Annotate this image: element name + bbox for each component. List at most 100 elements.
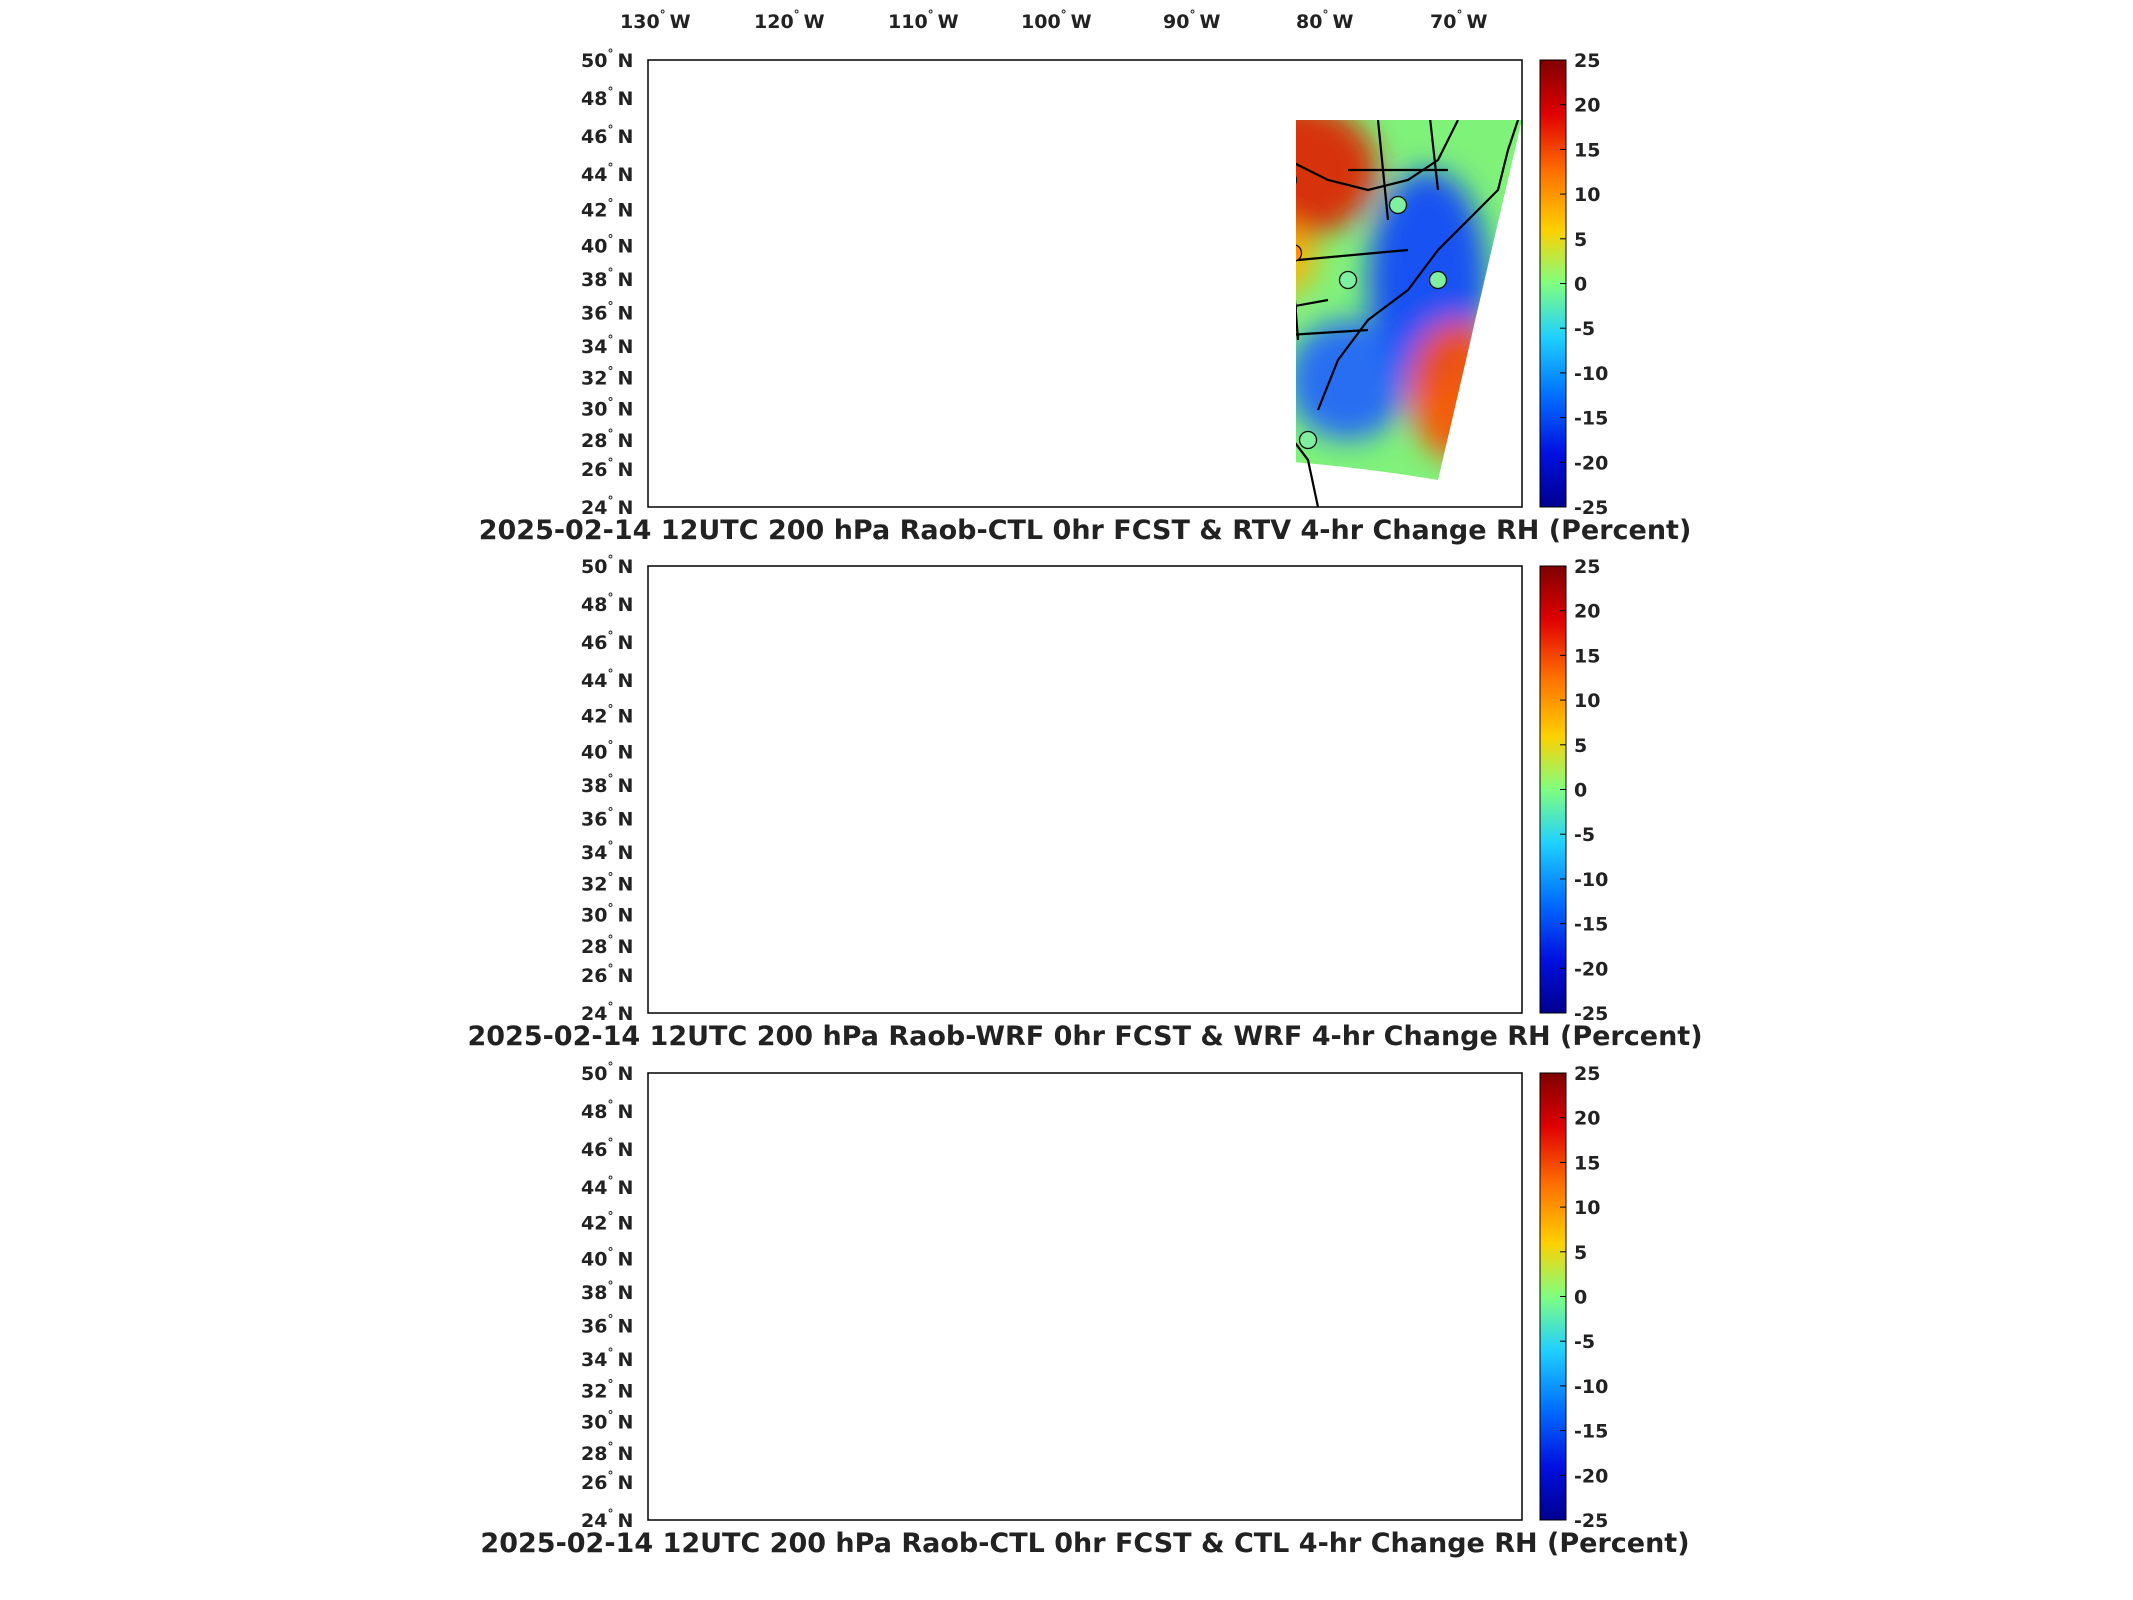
map-frame <box>647 1072 1523 1521</box>
raob-station-marker <box>1296 244 1303 262</box>
map-background <box>648 566 1522 1013</box>
colorbar-tick-label: -20 <box>1574 452 1608 474</box>
lat-label-30: 30° N <box>581 1409 633 1434</box>
lat-label-28: 28° N <box>581 933 633 958</box>
lat-label-34: 34° N <box>581 333 633 358</box>
colorbar-tick-label: 20 <box>1574 1108 1600 1130</box>
colorbar-tick-label: -5 <box>1574 824 1595 846</box>
lat-label-38: 38° N <box>581 1279 633 1304</box>
colorbar-tick-label: 5 <box>1574 735 1587 757</box>
lat-label-36: 36° N <box>581 300 633 325</box>
lat-label-44: 44° N <box>581 1174 633 1199</box>
lat-label-28: 28° N <box>581 1440 633 1465</box>
colorbar-tick-label: 0 <box>1574 274 1587 296</box>
lat-label-30: 30° N <box>581 902 633 927</box>
map-frame <box>647 59 1523 508</box>
longitude-labels: 130° W 120° W 110° W 100° W 90° W 80° W 70° W <box>620 8 1487 33</box>
colorbar-tick-label: -20 <box>1574 958 1608 980</box>
lon-label-80: 80° W <box>1296 8 1353 33</box>
colorbar-tick-label: -5 <box>1574 1331 1595 1353</box>
lon-label-90: 90° W <box>1163 8 1220 33</box>
lat-label-32: 32° N <box>581 870 633 895</box>
lat-label-46: 46° N <box>581 629 633 654</box>
raob-station-marker <box>1428 270 1448 290</box>
lat-label-26: 26° N <box>581 1469 633 1494</box>
colorbar-tick-label: -5 <box>1574 318 1595 340</box>
lat-label-46: 46° N <box>581 1136 633 1161</box>
lat-label-48: 48° N <box>581 85 633 110</box>
lat-label-32: 32° N <box>581 364 633 389</box>
lat-label-46: 46° N <box>581 123 633 148</box>
latitude-labels: 50° N 48° N 46° N 44° N 42° N 40° N 38° N 36° N 34° N 32° N… <box>581 1060 633 1532</box>
lat-label-34: 34° N <box>581 839 633 864</box>
lon-label-70: 70° W <box>1430 8 1487 33</box>
lat-label-50: 50° N <box>581 1060 633 1085</box>
lat-label-44: 44° N <box>581 667 633 692</box>
lat-label-30: 30° N <box>581 396 633 421</box>
colorbar-tick-label: 5 <box>1574 229 1587 251</box>
lon-label-120: 120° W <box>754 8 825 33</box>
colorbar-tick-label: 10 <box>1574 1197 1600 1219</box>
colorbar-tick-label: -15 <box>1574 914 1608 936</box>
colorbar-tick-label: 20 <box>1574 95 1600 117</box>
raob-station-marker <box>1338 270 1358 290</box>
panel-title: 2025-02-14 12UTC 200 hPa Raob-CTL 0hr FC… <box>480 1528 1689 1559</box>
colorbar-tick-label: 25 <box>1574 556 1600 578</box>
colorbar-tick-label: 25 <box>1574 1063 1600 1085</box>
lat-label-48: 48° N <box>581 591 633 616</box>
colorbar-tick-label: -25 <box>1574 497 1608 519</box>
panel-title: 2025-02-14 12UTC 200 hPa Raob-WRF 0hr FC… <box>467 1021 1702 1052</box>
lon-label-130: 130° W <box>620 8 691 33</box>
colorbar-tick-label: -10 <box>1574 1376 1608 1398</box>
lat-label-32: 32° N <box>581 1377 633 1402</box>
map-panel-1: 50° N 48° N 46° N 44° N 42° N 40° N 38° N 36° N 34° N 32° N… <box>479 47 1692 546</box>
state-borders <box>1296 120 1520 508</box>
map-background <box>648 1073 1522 1520</box>
colorbar: 25 20 15 10 5 0 -5 -10 -15 -20 -25 <box>1539 1063 1608 1532</box>
lat-label-40: 40° N <box>581 1246 633 1271</box>
lat-label-28: 28° N <box>581 427 633 452</box>
lon-label-100: 100° W <box>1021 8 1092 33</box>
colorbar-tick-label: -15 <box>1574 408 1608 430</box>
colorbar-tick-label: 25 <box>1574 50 1600 72</box>
lat-label-24: 24° N <box>581 1000 633 1025</box>
map-panel-2: 50° N 48° N 46° N 44° N 42° N 40° N 38° N 36° N 34° N 32° N… <box>467 553 1702 1052</box>
colorbar-tick-label: 20 <box>1574 601 1600 623</box>
lat-label-40: 40° N <box>581 739 633 764</box>
lat-label-44: 44° N <box>581 161 633 186</box>
colorbar-tick-label: 15 <box>1574 139 1600 161</box>
map-frame <box>647 565 1523 1014</box>
lat-label-24: 24° N <box>581 1507 633 1532</box>
colorbar-tick-label: 15 <box>1574 1152 1600 1174</box>
lat-label-34: 34° N <box>581 1346 633 1371</box>
lat-label-48: 48° N <box>581 1098 633 1123</box>
lat-label-42: 42° N <box>581 703 633 728</box>
raob-stations <box>1296 175 1448 450</box>
colorbar: 25 20 15 10 5 0 -5 -10 -15 -20 -25 <box>1539 556 1608 1025</box>
lat-label-50: 50° N <box>581 47 633 72</box>
colorbar-tick-label: -10 <box>1574 363 1608 385</box>
lat-label-38: 38° N <box>581 772 633 797</box>
map-panel-3: 50° N 48° N 46° N 44° N 42° N 40° N 38° N 36° N 34° N 32° N… <box>480 1060 1689 1559</box>
lat-label-36: 36° N <box>581 806 633 831</box>
colorbar-tick-label: -10 <box>1574 869 1608 891</box>
lat-label-26: 26° N <box>581 456 633 481</box>
lat-label-42: 42° N <box>581 197 633 222</box>
lat-label-40: 40° N <box>581 233 633 258</box>
colorbar-tick-label: 10 <box>1574 690 1600 712</box>
lon-label-110: 110° W <box>888 8 959 33</box>
colorbar-tick-label: 0 <box>1574 1287 1587 1309</box>
colorbar-tick-label: 15 <box>1574 645 1600 667</box>
lat-label-50: 50° N <box>581 553 633 578</box>
colorbar: 25 20 15 10 5 0 -5 -10 -15 -20 -25 <box>1539 50 1608 519</box>
lat-label-24: 24° N <box>581 494 633 519</box>
colorbar-tick-label: 10 <box>1574 184 1600 206</box>
lat-label-42: 42° N <box>581 1210 633 1235</box>
raob-station-marker <box>1296 175 1298 185</box>
latitude-labels: 50° N 48° N 46° N 44° N 42° N 40° N 38° N 36° N 34° N 32° N… <box>581 47 633 519</box>
lat-label-36: 36° N <box>581 1313 633 1338</box>
map-panels: 50° N 48° N 46° N 44° N 42° N 40° N 38° N 36° N 34° N 32° N… <box>467 47 1702 1559</box>
colorbar-tick-label: 5 <box>1574 1242 1587 1264</box>
colorbar-tick-label: -20 <box>1574 1465 1608 1487</box>
